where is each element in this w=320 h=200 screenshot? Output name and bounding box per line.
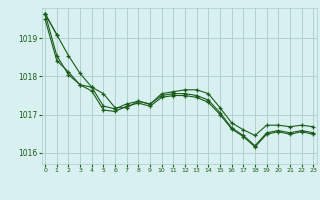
Text: Graphe pression niveau de la mer (hPa): Graphe pression niveau de la mer (hPa) — [65, 185, 255, 194]
